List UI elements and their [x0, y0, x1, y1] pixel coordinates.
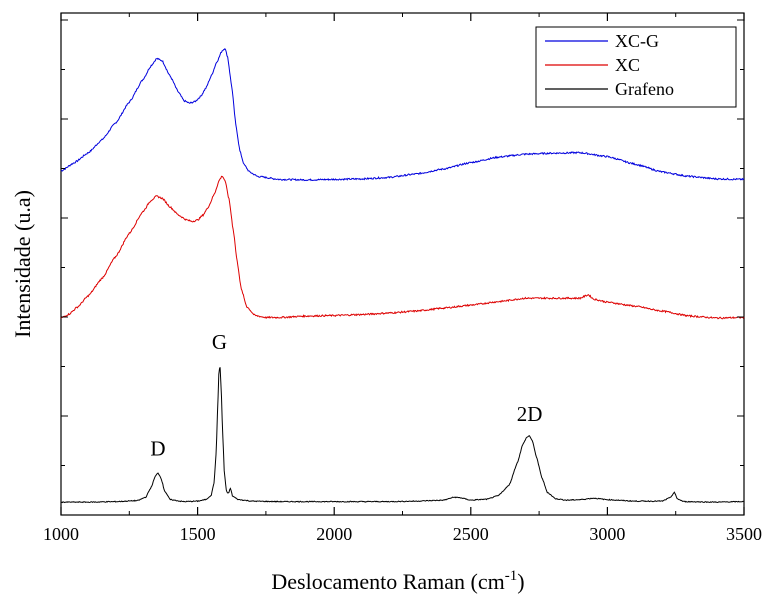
x-tick-label: 2500	[453, 524, 489, 544]
y-axis-title: Intensidade (u.a)	[10, 190, 35, 338]
x-tick-label: 2000	[316, 524, 352, 544]
legend: XC-G XC Grafeno	[535, 26, 737, 108]
legend-label: Grafeno	[615, 79, 674, 99]
legend-label: XC-G	[615, 31, 659, 51]
series-line-grafeno	[60, 367, 744, 504]
x-tick-label: 3500	[726, 524, 762, 544]
series-group	[60, 48, 745, 504]
peak-label-d: D	[150, 437, 165, 461]
legend-label: XC	[615, 55, 640, 75]
x-axis-title-superscript: -1	[505, 568, 518, 584]
series-line-xc-g	[60, 48, 745, 182]
x-tick-label: 1500	[180, 524, 216, 544]
series-line-xc	[60, 175, 745, 320]
peak-annotations: D G 2D	[150, 330, 542, 460]
legend-box	[535, 26, 737, 108]
x-axis-ticks: 1000 1500 2000 2500 3000 3500	[43, 13, 762, 544]
legend-items: XC-G XC Grafeno	[545, 31, 674, 99]
peak-label-2d: 2D	[517, 402, 543, 426]
x-tick-label: 1000	[43, 524, 79, 544]
y-axis-ticks	[61, 19, 744, 516]
peak-label-g: G	[212, 330, 227, 354]
x-tick-label: 3000	[589, 524, 625, 544]
x-axis-title: Deslocamento Raman (cm-1)	[271, 568, 524, 594]
